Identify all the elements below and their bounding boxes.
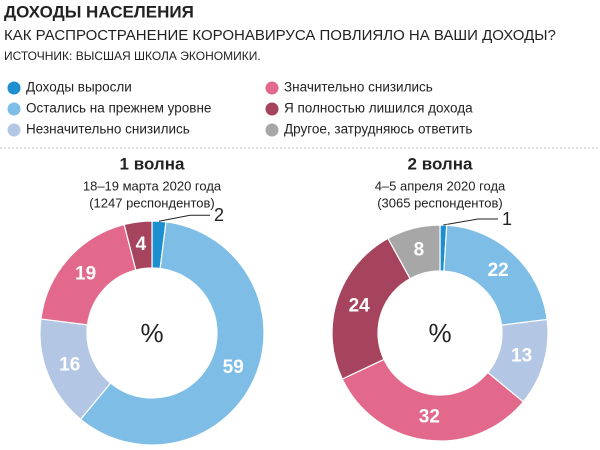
chart-subtitle: 18–19 марта 2020 года: [83, 178, 222, 193]
data-label: 4: [136, 234, 147, 255]
chart-subtitle: (3065 респондентов): [377, 195, 503, 210]
donut-slice: [387, 224, 441, 280]
data-label: 22: [488, 260, 509, 281]
legend-marker: [265, 123, 279, 137]
legend-label: Значительно снизились: [284, 80, 433, 95]
legend-label: Другое, затрудняюсь ответить: [284, 122, 472, 137]
source: ИСТОЧНИК: ВЫСШАЯ ШКОЛА ЭКОНОМИКИ.: [4, 49, 261, 63]
donut-slice: [341, 358, 525, 442]
legend-marker: [7, 102, 21, 116]
center-label: %: [140, 318, 163, 348]
data-label: 59: [223, 357, 244, 378]
data-label: 2: [214, 205, 224, 225]
data-label: 19: [75, 263, 96, 284]
legend-label: Я полностью лишился дохода: [284, 101, 473, 116]
data-label: 8: [414, 240, 425, 261]
data-label: 24: [349, 296, 371, 317]
subtitle: КАК РАСПРОСТРАНЕНИЕ КОРОНАВИРУСА ПОВЛИЯЛ…: [4, 27, 556, 44]
leader-line: [443, 218, 498, 226]
donut-slice: [79, 221, 265, 446]
data-label: 13: [511, 346, 532, 367]
legend-label: Доходы выросли: [26, 80, 132, 95]
data-label: 32: [419, 406, 440, 427]
chart-subtitle: 4–5 апреля 2020 года: [375, 178, 506, 193]
legend-marker: [7, 123, 21, 137]
legend-marker: [265, 81, 279, 95]
leader-line: [158, 214, 210, 222]
title: ДОХОДЫ НАСЕЛЕНИЯ: [4, 2, 194, 21]
chart-subtitle: (1247 респондентов): [89, 195, 215, 210]
donut-slice: [331, 237, 411, 380]
chart-title: 1 волна: [120, 154, 185, 173]
data-label: 1: [502, 209, 512, 229]
legend-marker: [7, 81, 21, 95]
data-label: 16: [59, 355, 80, 376]
legend-marker: [265, 102, 279, 116]
donut-slice: [123, 220, 153, 271]
legend-label: Остались на прежнем уровне: [26, 101, 211, 116]
center-label: %: [428, 318, 451, 348]
chart-title: 2 волна: [408, 154, 473, 173]
legend-label: Незначительно снизились: [26, 122, 190, 137]
